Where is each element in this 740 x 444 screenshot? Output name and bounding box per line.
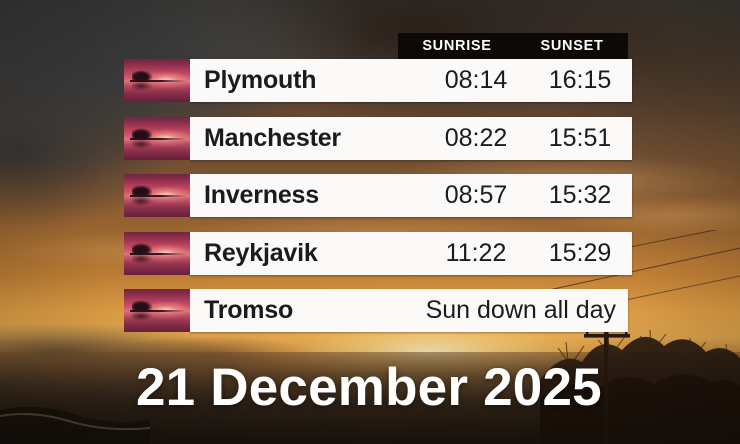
sunset-thumbnail-icon xyxy=(124,116,190,160)
city-name: Tromso xyxy=(204,296,294,324)
sunset-time: 15:32 xyxy=(548,181,612,209)
row-note: Sun down all day xyxy=(425,296,616,324)
column-header-sunset: SUNSET xyxy=(540,38,604,54)
sunset-time: 16:15 xyxy=(548,66,612,94)
table-row: Inverness 08:57 15:32 xyxy=(124,174,632,217)
table-row: Plymouth 08:14 16:15 xyxy=(124,59,632,102)
row-panel: Reykjavik 11:22 15:29 xyxy=(190,231,632,275)
shoreline-silhouette xyxy=(0,406,150,444)
sunset-thumbnail-icon xyxy=(124,174,190,217)
city-name: Reykjavik xyxy=(204,238,318,267)
city-rows-list: Plymouth 08:14 16:15 Manchester 08:22 15… xyxy=(124,59,632,347)
city-name: Manchester xyxy=(204,123,341,152)
table-row: Reykjavik 11:22 15:29 xyxy=(124,231,632,275)
row-panel: Plymouth 08:14 16:15 xyxy=(190,59,632,102)
city-name: Inverness xyxy=(204,181,319,209)
telegraph-pole-and-hedgerow-silhouette xyxy=(540,230,740,444)
sunset-thumbnail-icon xyxy=(124,289,190,332)
row-panel: Inverness 08:57 15:32 xyxy=(190,174,632,217)
sunrise-time: 08:57 xyxy=(444,181,508,209)
sunset-thumbnail-icon xyxy=(124,231,190,275)
sunset-time: 15:51 xyxy=(548,123,612,152)
row-panel: Tromso Sun down all day xyxy=(190,289,628,332)
row-panel: Manchester 08:22 15:51 xyxy=(190,116,632,160)
column-header-bar: SUNRISE SUNSET xyxy=(398,33,628,59)
sunset-time: 15:29 xyxy=(548,238,612,267)
column-header-sunrise: SUNRISE xyxy=(422,38,492,54)
sunrise-time: 11:22 xyxy=(445,238,507,267)
sunset-thumbnail-icon xyxy=(124,59,190,102)
sunrise-time: 08:14 xyxy=(444,66,508,94)
table-row: Tromso Sun down all day xyxy=(124,289,628,332)
date-caption: 21 December 2025 xyxy=(136,358,602,417)
table-row: Manchester 08:22 15:51 xyxy=(124,116,632,160)
sunrise-time: 08:22 xyxy=(444,123,508,152)
city-name: Plymouth xyxy=(204,66,317,94)
